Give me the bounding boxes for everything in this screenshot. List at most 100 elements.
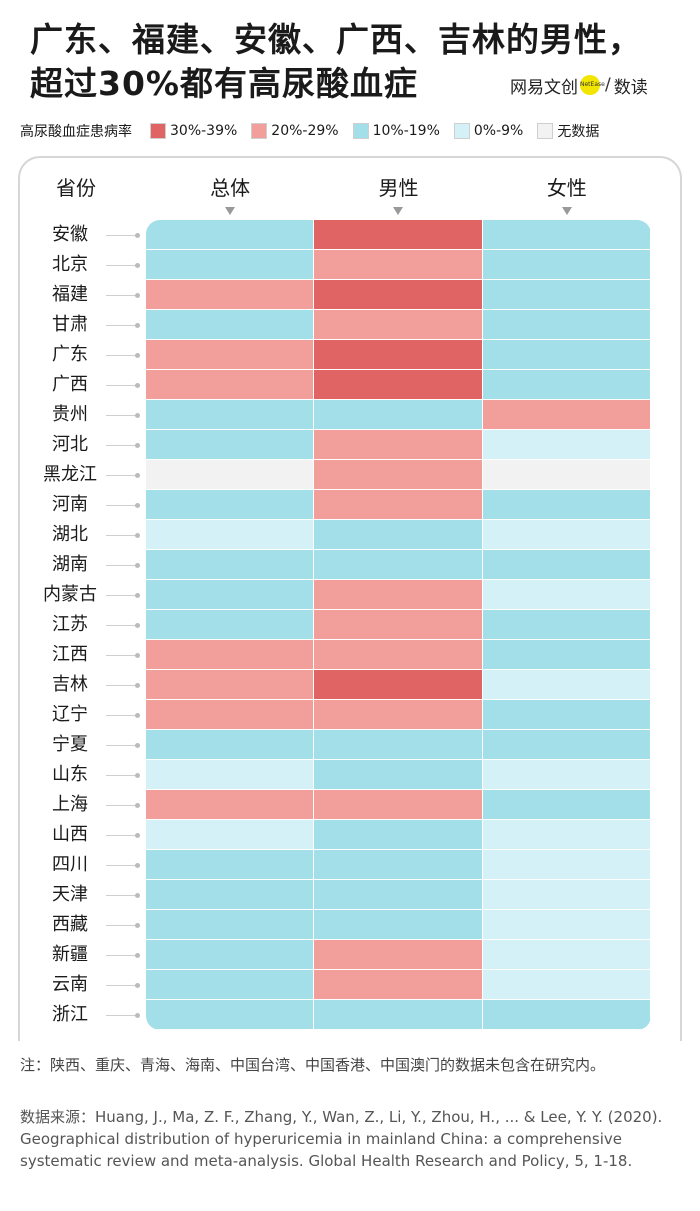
heatmap-cell	[146, 460, 315, 490]
heatmap-cell	[314, 340, 483, 370]
heatmap-cell	[482, 760, 651, 790]
row-connector-line	[106, 863, 140, 868]
province-label: 天津	[52, 884, 88, 905]
heatmap-cell	[314, 490, 483, 520]
column-header: 女性	[483, 172, 651, 215]
heatmap-cell	[314, 400, 483, 430]
heatmap-cell	[482, 880, 651, 910]
chart-title: 广东、福建、安徽、广西、吉林的男性， 超过30%都有高尿酸血症	[30, 18, 642, 106]
province-label: 西藏	[52, 914, 88, 935]
heatmap-cell	[482, 820, 651, 850]
legend-label: 10%-19%	[372, 123, 440, 139]
heatmap-cell	[146, 820, 315, 850]
chart-panel	[18, 156, 682, 1041]
heatmap-cell	[314, 1000, 483, 1030]
legend: 高尿酸血症患病率 30%-39% 20%-29% 10%-19% 0%-9% 无数据	[20, 120, 690, 142]
legend-items: 30%-39% 20%-29% 10%-19% 0%-9% 无数据	[150, 121, 613, 141]
province-label: 上海	[52, 794, 88, 815]
heatmap-cell	[314, 550, 483, 580]
legend-item-c0: 0%-9%	[453, 123, 523, 139]
heatmap-cell	[146, 520, 315, 550]
row-connector-line	[106, 953, 140, 958]
down-triangle-icon	[393, 207, 404, 215]
brand-separator: /	[605, 75, 611, 95]
heatmap-cell	[482, 910, 651, 940]
heatmap-cell	[482, 850, 651, 880]
row-connector-line	[106, 893, 140, 898]
row-connector-line	[106, 263, 140, 268]
heatmap-cell	[146, 490, 315, 520]
heatmap-cell	[146, 730, 315, 760]
province-label: 甘肃	[52, 314, 88, 335]
province-label: 河北	[52, 434, 88, 455]
heatmap-cell	[146, 970, 315, 1000]
heatmap-cell	[482, 670, 651, 700]
province-label: 浙江	[52, 1004, 88, 1025]
row-connector-line	[106, 413, 140, 418]
heatmap-cell	[314, 850, 483, 880]
heatmap-cell	[146, 1000, 315, 1030]
heatmap-cell	[482, 580, 651, 610]
heatmap-cell	[482, 250, 651, 280]
title-line-2: 超过30%都有高尿酸血症	[30, 64, 418, 103]
heatmap-cell	[314, 670, 483, 700]
heatmap-cell	[482, 730, 651, 760]
heatmap-cell	[146, 700, 315, 730]
heatmap-cell	[314, 220, 483, 250]
heatmap-cell	[482, 460, 651, 490]
heatmap-cell	[146, 280, 315, 310]
row-connector-line	[106, 773, 140, 778]
heatmap-cell	[314, 910, 483, 940]
heatmap-cell	[146, 760, 315, 790]
heatmap-cell	[482, 790, 651, 820]
heatmap-cell	[146, 250, 315, 280]
row-connector-line	[106, 443, 140, 448]
heatmap-cell	[314, 370, 483, 400]
heatmap-cell	[482, 610, 651, 640]
heatmap-cell	[146, 940, 315, 970]
row-connector-line	[106, 293, 140, 298]
legend-item-na: 无数据	[537, 121, 599, 141]
heatmap-cell	[146, 400, 315, 430]
heatmap-cell	[146, 880, 315, 910]
heatmap-cell	[482, 220, 651, 250]
heatmap-cell	[314, 280, 483, 310]
province-label: 四川	[52, 854, 88, 875]
heatmap-cell	[482, 700, 651, 730]
heatmap-cell	[146, 610, 315, 640]
heatmap-cell	[146, 220, 315, 250]
heatmap-cell	[482, 640, 651, 670]
legend-swatch	[150, 123, 166, 139]
legend-title: 高尿酸血症患病率	[20, 124, 132, 140]
row-connector-line	[106, 923, 140, 928]
legend-swatch	[453, 123, 470, 139]
province-label: 江苏	[52, 614, 88, 635]
heatmap-cell	[482, 430, 651, 460]
row-connector-line	[106, 803, 140, 808]
province-label: 内蒙古	[43, 584, 97, 605]
heatmap-cell	[146, 790, 315, 820]
province-label: 江西	[52, 644, 88, 665]
brand-name: 网易文创	[510, 77, 578, 98]
legend-item-c30: 30%-39%	[150, 123, 237, 139]
heatmap-cell	[314, 940, 483, 970]
column-header: 男性	[314, 172, 482, 215]
row-connector-line	[106, 743, 140, 748]
province-label: 安徽	[52, 224, 88, 245]
heatmap-cell	[146, 310, 315, 340]
heatmap-cell	[482, 340, 651, 370]
province-label: 北京	[52, 254, 88, 275]
heatmap-cell	[314, 730, 483, 760]
title-line-1: 广东、福建、安徽、广西、吉林的男性，	[30, 20, 642, 59]
heatmap-cell	[146, 640, 315, 670]
heatmap-cell	[314, 520, 483, 550]
row-connector-line	[106, 233, 140, 238]
row-connector-line	[106, 503, 140, 508]
province-label: 湖南	[52, 554, 88, 575]
heatmap-cell	[314, 640, 483, 670]
heatmap-cell	[146, 550, 315, 580]
heatmap-cell	[482, 280, 651, 310]
heatmap-cell	[482, 1000, 651, 1030]
heatmap-cell	[314, 700, 483, 730]
province-label: 福建	[52, 284, 88, 305]
